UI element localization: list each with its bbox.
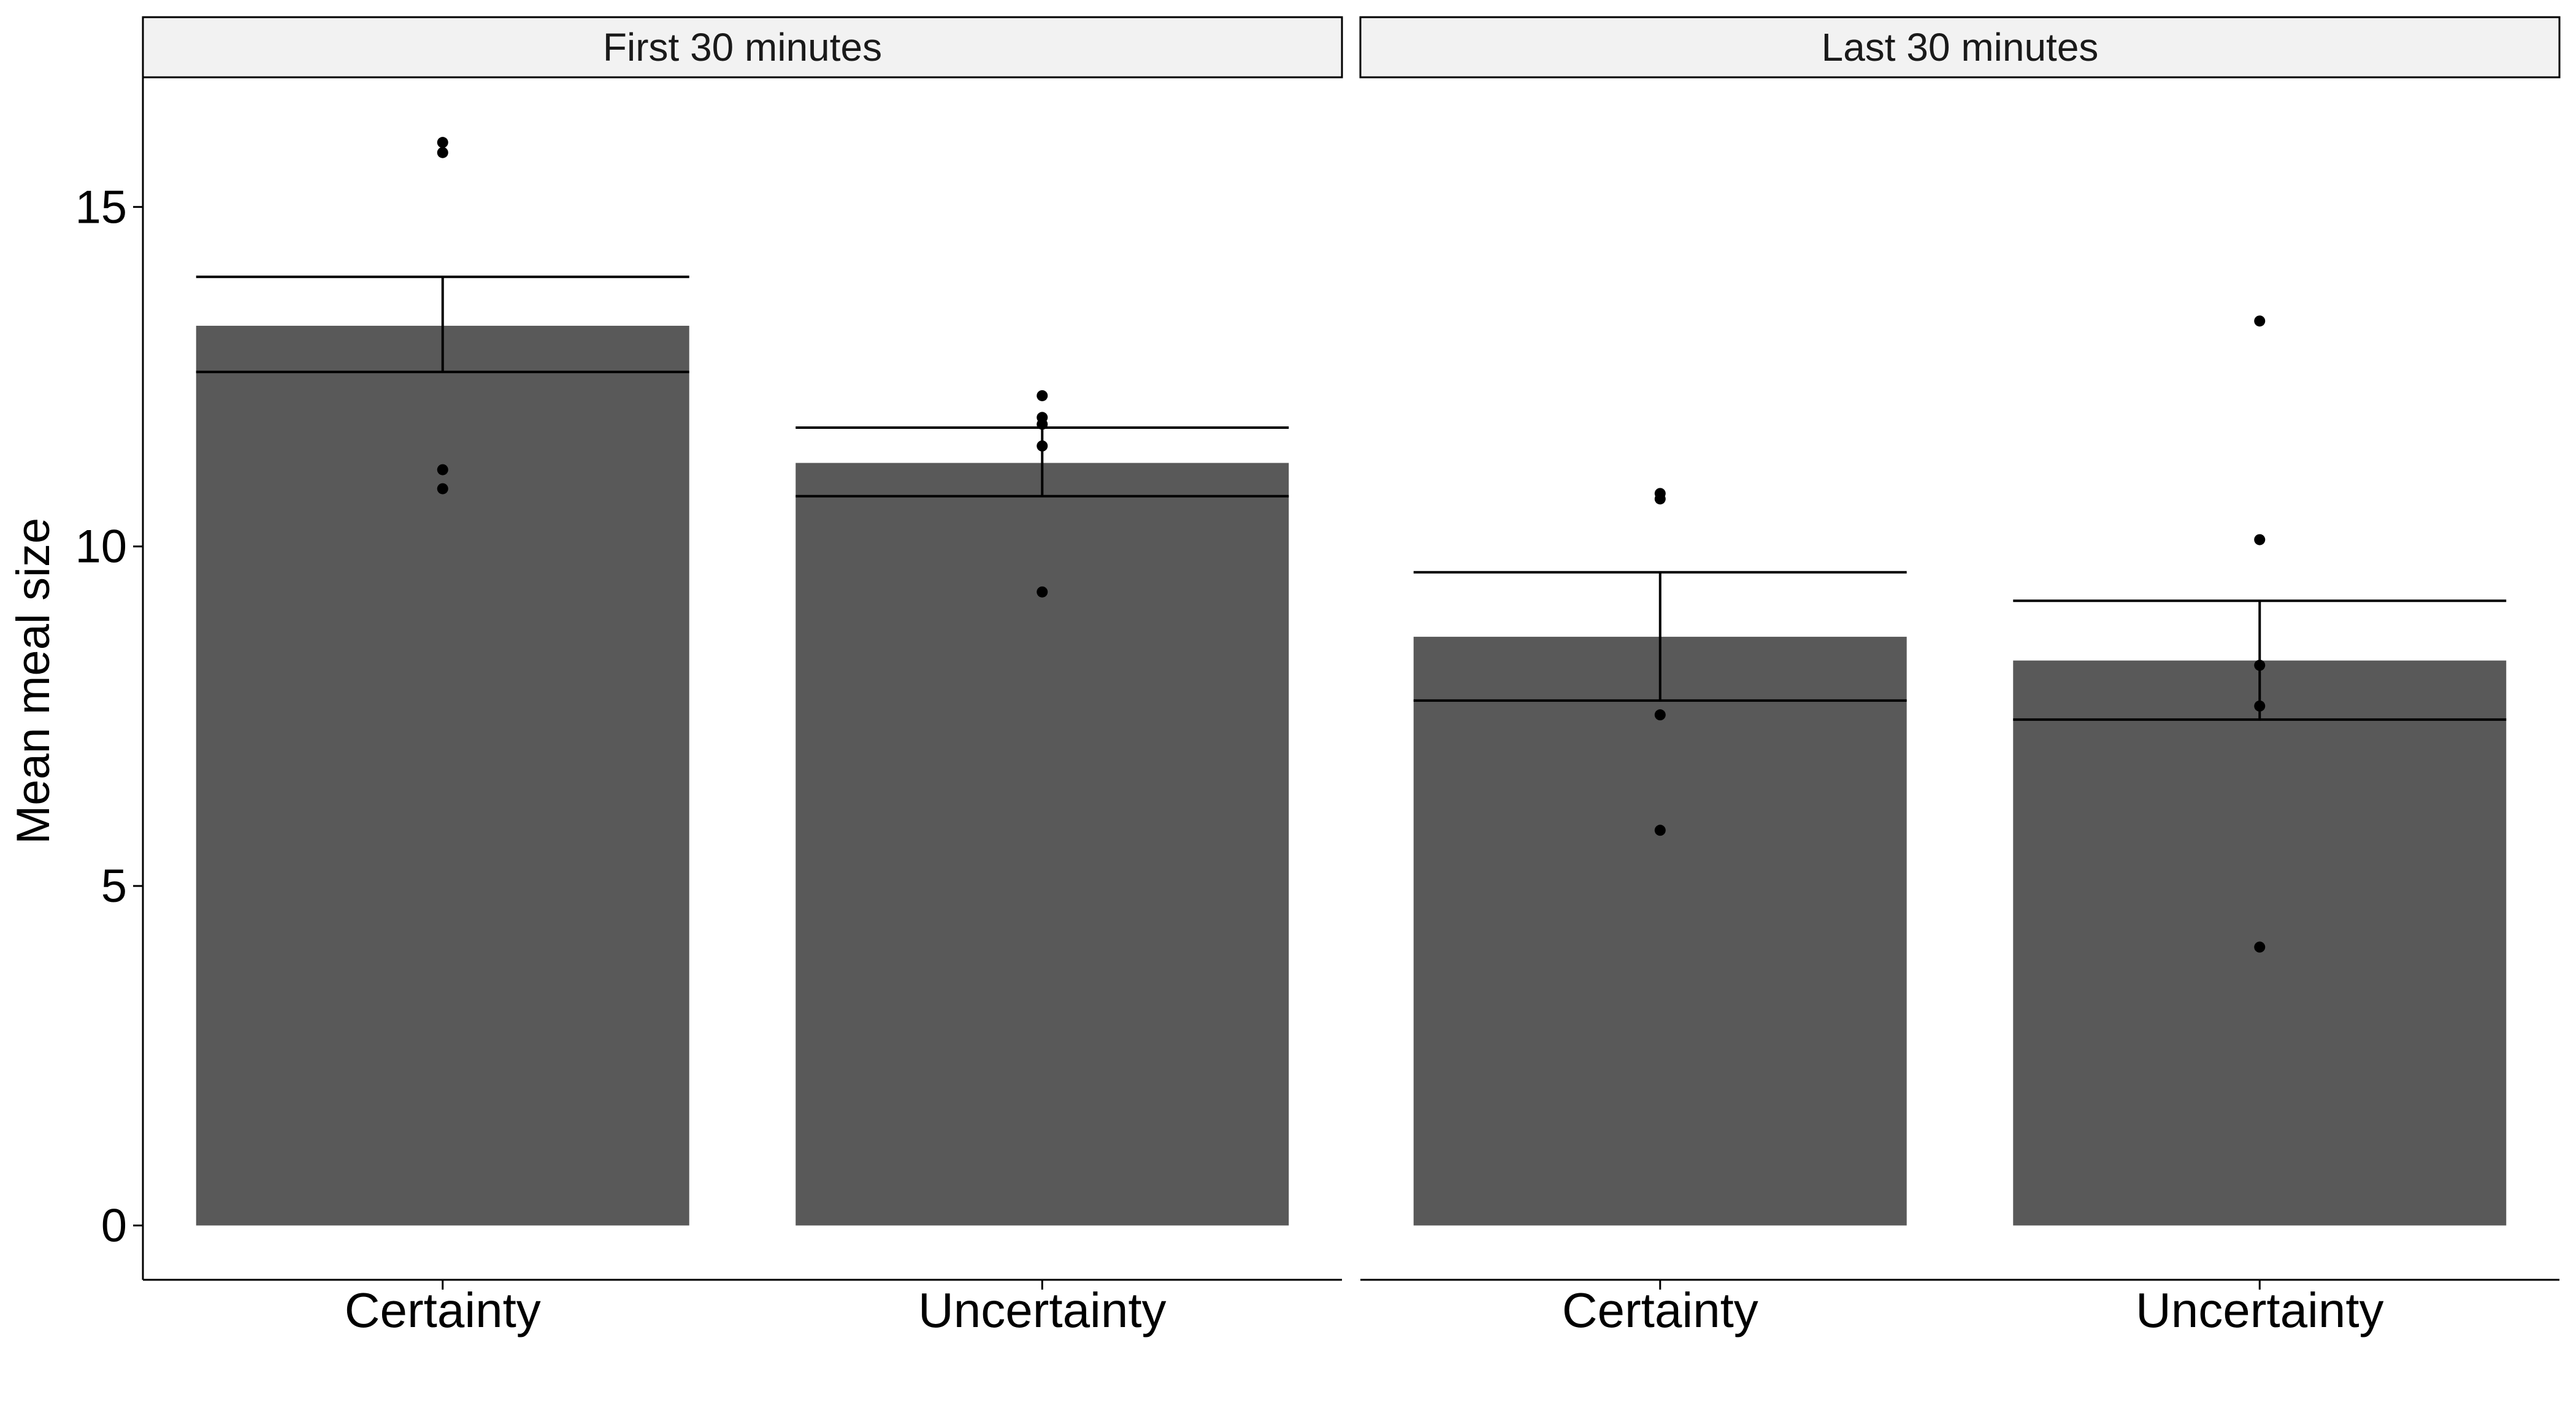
facet-panel: Last 30 minutes Certainty Uncertainty <box>1359 16 2561 1337</box>
data-point <box>437 483 448 494</box>
data-point <box>2254 941 2266 953</box>
facet-strip-title: First 30 minutes <box>603 25 882 69</box>
y-axis-title: Mean meal size <box>7 518 59 844</box>
data-point <box>1037 586 1048 598</box>
facet-strip-title: Last 30 minutes <box>1822 25 2099 69</box>
x-tick-label: Certainty <box>1562 1283 1758 1337</box>
x-tick-label: Certainty <box>345 1283 541 1337</box>
data-point <box>2254 660 2266 671</box>
data-point <box>2254 700 2266 712</box>
x-tick-label: Uncertainty <box>918 1283 1167 1337</box>
x-tick-label: Uncertainty <box>2136 1283 2384 1337</box>
bar <box>1413 636 1907 1226</box>
data-point <box>1037 440 1048 452</box>
data-point <box>437 137 448 148</box>
y-tick-label: 0 <box>101 1199 127 1252</box>
data-point <box>1037 390 1048 401</box>
data-point <box>2254 315 2266 327</box>
bar <box>196 325 689 1226</box>
facet-panel: First 30 minutes Certainty Uncertainty <box>142 16 1343 1337</box>
facet-strip <box>1359 16 2561 79</box>
y-tick-label: 5 <box>101 860 127 912</box>
facet-strip <box>142 16 1343 79</box>
data-point <box>1654 493 1666 505</box>
data-point <box>1037 418 1048 430</box>
bar <box>795 463 1289 1226</box>
data-point <box>1654 709 1666 721</box>
data-point <box>2254 534 2266 545</box>
y-axis: 0 5 10 15 <box>75 78 144 1280</box>
data-point <box>437 464 448 475</box>
data-point <box>1654 825 1666 836</box>
y-tick-label: 10 <box>75 521 127 573</box>
y-tick-label: 15 <box>75 181 127 233</box>
data-point <box>437 147 448 158</box>
